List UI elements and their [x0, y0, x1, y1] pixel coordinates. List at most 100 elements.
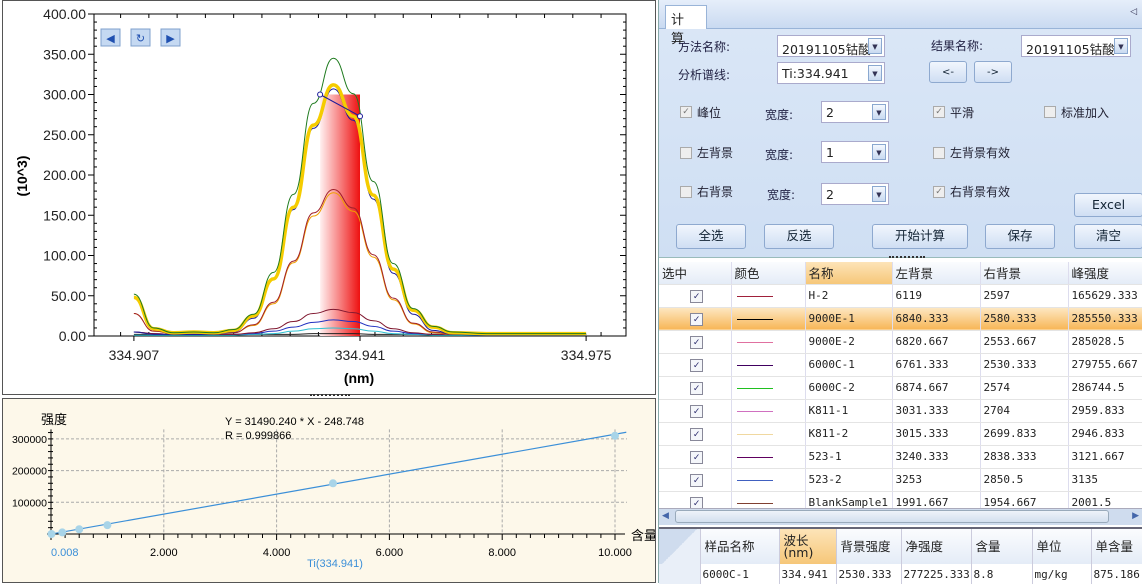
table-row[interactable]: ✓ 9000E-1 6840.333 2580.333 285550.333 — [659, 307, 1142, 331]
column-header-selected[interactable]: 选中 — [659, 262, 732, 285]
cell-peak: 3121.667 — [1068, 445, 1142, 469]
table-row[interactable]: ✓ K811-1 3031.333 2704 2959.833 — [659, 399, 1142, 423]
scroll-right-icon[interactable]: ▶ — [1132, 511, 1139, 521]
refresh-button[interactable]: ↻ — [130, 28, 151, 47]
splitter-handle[interactable] — [310, 394, 350, 398]
prev-result-button[interactable]: <- — [929, 61, 967, 83]
scroll-left-icon[interactable]: ◀ — [662, 511, 669, 521]
column-header-wavelength[interactable]: 波长(nm) — [779, 529, 837, 564]
y-tick-label: 250.00 — [43, 127, 86, 143]
peak-label: 峰位 — [697, 106, 722, 120]
table-row[interactable]: ✓ H-2 6119 2597 165629.333 — [659, 284, 1142, 308]
row-header[interactable] — [659, 564, 701, 584]
right-bg-checkbox[interactable] — [680, 186, 692, 198]
column-header-peak[interactable]: 峰强度 — [1068, 262, 1142, 285]
save-button[interactable]: 保存 — [985, 224, 1055, 249]
invert-selection-button[interactable]: 反选 — [764, 224, 834, 249]
collapse-icon[interactable]: ◁ — [1130, 7, 1137, 17]
result-select[interactable]: 20191105钴酸 ▼ — [1021, 35, 1131, 57]
left-pane: 0.00 50.00 100.00 150.00 200.00 250.00 300.00 3… — [0, 0, 662, 583]
row-checkbox-cell[interactable]: ✓ — [659, 284, 732, 308]
row-checkbox-cell[interactable]: ✓ — [659, 330, 732, 354]
left-bg-checkbox[interactable] — [680, 147, 692, 159]
row-checkbox-cell[interactable]: ✓ — [659, 491, 732, 508]
column-header-net-intensity[interactable]: 净强度 — [901, 529, 972, 564]
table-row[interactable]: ✓ 6000C-1 6761.333 2530.333 279755.667 — [659, 353, 1142, 377]
row-checkbox[interactable]: ✓ — [690, 335, 703, 349]
excel-button[interactable]: Excel — [1074, 193, 1142, 217]
column-header-unit[interactable]: 单位 — [1032, 529, 1092, 564]
right-bg-valid-label: 右背景有效 — [950, 185, 1011, 199]
table-row[interactable]: ✓ 523-2 3253 2850.5 3135 — [659, 468, 1142, 492]
cell-peak: 279755.667 — [1068, 353, 1142, 377]
peak-width-select[interactable]: 2 ▼ — [821, 101, 889, 123]
table-row[interactable]: ✓ 6000C-2 6874.667 2574 286744.5 — [659, 376, 1142, 400]
calibration-point — [329, 479, 337, 488]
right-bg-label: 右背景 — [697, 185, 734, 199]
select-all-button[interactable]: 全选 — [676, 224, 746, 249]
grid-corner[interactable] — [659, 529, 701, 564]
cell-right-bg: 2850.5 — [980, 468, 1069, 492]
row-checkbox-cell[interactable]: ✓ — [659, 307, 732, 331]
column-header-bg-intensity[interactable]: 背景强度 — [836, 529, 902, 564]
peak-width-value: 2 — [826, 105, 834, 120]
scrollbar-thumb[interactable] — [675, 510, 1109, 523]
cell-left-bg: 6874.667 — [892, 376, 981, 400]
splitter-handle[interactable] — [889, 256, 925, 258]
column-header-left-bg[interactable]: 左背景 — [892, 262, 981, 285]
row-checkbox[interactable]: ✓ — [690, 450, 703, 464]
cell-right-bg: 2597 — [980, 284, 1069, 308]
row-checkbox-cell[interactable]: ✓ — [659, 399, 732, 423]
cell-name: H-2 — [805, 284, 893, 308]
table-row[interactable]: ✓ 9000E-2 6820.667 2553.667 285028.5 — [659, 330, 1142, 354]
column-header-color[interactable]: 颜色 — [731, 262, 806, 285]
row-checkbox-cell[interactable]: ✓ — [659, 468, 732, 492]
spectrum-plot: 0.00 50.00 100.00 150.00 200.00 250.00 300.00 3… — [14, 6, 627, 386]
column-header-right-bg[interactable]: 右背景 — [980, 262, 1069, 285]
cell-content: 8.8 — [971, 564, 1033, 584]
row-checkbox-cell[interactable]: ✓ — [659, 353, 732, 377]
color-swatch — [736, 318, 773, 320]
chevron-left-button[interactable]: ◀ — [100, 28, 121, 47]
right-width-select[interactable]: 2 ▼ — [821, 183, 889, 205]
result-row[interactable]: 6000C-1 334.941 2530.333 277225.333 8.8 … — [659, 564, 1142, 584]
y-tick-label: 300000 — [12, 434, 47, 446]
column-header-content[interactable]: 含量 — [971, 529, 1033, 564]
line-select[interactable]: Ti:334.941 ▼ — [777, 62, 885, 84]
column-header-single-content[interactable]: 单含量 — [1091, 529, 1142, 564]
calibration-point — [47, 530, 56, 538]
chevron-right-button[interactable]: ▶ — [160, 28, 181, 47]
row-checkbox-cell[interactable]: ✓ — [659, 445, 732, 469]
table-row[interactable]: ✓ 523-1 3240.333 2838.333 3121.667 — [659, 445, 1142, 469]
table-row[interactable]: ✓ K811-2 3015.333 2699.833 2946.833 — [659, 422, 1142, 446]
method-select[interactable]: 20191105钴酸 ▼ — [777, 35, 885, 57]
y-axis-label: 强度 — [41, 412, 67, 427]
clear-button[interactable]: 清空 — [1074, 224, 1142, 249]
row-checkbox[interactable]: ✓ — [690, 312, 703, 326]
row-checkbox-cell[interactable]: ✓ — [659, 376, 732, 400]
std-add-checkbox[interactable] — [1044, 106, 1056, 118]
row-checkbox[interactable]: ✓ — [690, 381, 703, 395]
row-checkbox[interactable]: ✓ — [690, 427, 703, 441]
next-result-button[interactable]: -> — [974, 61, 1012, 83]
row-checkbox[interactable]: ✓ — [690, 289, 703, 303]
color-cell — [731, 284, 806, 308]
button-bg — [100, 28, 121, 47]
table-row[interactable]: ✓ BlankSample1 1991.667 1954.667 2001.5 — [659, 491, 1142, 508]
tab-calculate[interactable]: 计 算 — [665, 5, 707, 47]
peak-checkbox[interactable]: ✓ — [680, 106, 692, 118]
fit-line — [50, 431, 627, 535]
left-width-select[interactable]: 1 ▼ — [821, 141, 889, 163]
row-checkbox-cell[interactable]: ✓ — [659, 422, 732, 446]
column-header-sample[interactable]: 样品名称 — [700, 529, 780, 564]
row-checkbox[interactable]: ✓ — [690, 358, 703, 372]
start-calculation-button[interactable]: 开始计算 — [872, 224, 968, 249]
smooth-checkbox[interactable]: ✓ — [933, 106, 945, 118]
horizontal-scrollbar[interactable]: ◀ ▶ — [659, 508, 1142, 525]
row-checkbox[interactable]: ✓ — [690, 404, 703, 418]
right-bg-valid-checkbox[interactable]: ✓ — [933, 186, 945, 198]
left-bg-valid-checkbox[interactable] — [933, 147, 945, 159]
row-checkbox[interactable]: ✓ — [690, 496, 703, 508]
column-header-name[interactable]: 名称 — [805, 262, 893, 285]
row-checkbox[interactable]: ✓ — [690, 473, 703, 487]
